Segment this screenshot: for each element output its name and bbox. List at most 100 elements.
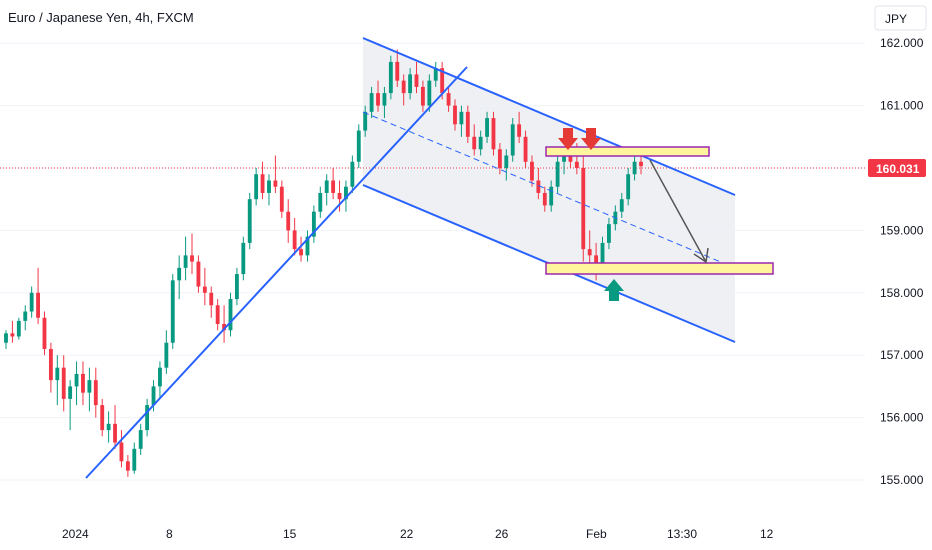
candle-body [639,161,643,167]
current-price-value: 160.031 [876,162,920,176]
x-tick-label: 12 [760,527,774,541]
projection-arrow-line [649,159,707,263]
candle-body [36,292,40,318]
candle-body [632,161,637,175]
currency-label: JPY [885,12,907,26]
candle-body [196,261,201,287]
candle-body [600,242,605,268]
candle-body [420,86,425,106]
candle-body [190,255,194,262]
time-axis: 2024 8 15 22 26 Feb 13:30 12 [62,527,774,541]
red-arrow-down-icon [558,128,578,150]
candle-body [183,255,188,268]
candle-body [279,186,284,212]
candle-body [446,93,451,106]
candle-body [23,311,28,321]
channel-midline [362,111,736,269]
candle-body [562,155,566,162]
candle-body [286,211,291,231]
candle-body [292,230,297,250]
channel-upper-line [362,37,736,196]
candle-body [376,93,380,106]
candle-body [344,186,348,200]
candle-body [594,255,599,268]
ascending-trendline [85,66,468,479]
candle-body [395,61,400,81]
candle-body [568,155,573,162]
candle-body [81,373,85,393]
support-zone [545,262,774,275]
candle-body [440,68,445,94]
candle-body [132,448,137,471]
candle-body [472,136,477,150]
x-tick-label: 13:30 [667,527,697,541]
candle-body [356,130,361,162]
candle-body [93,380,98,406]
candle-body [523,136,528,162]
candle-body [581,168,586,250]
candle-body [228,299,233,331]
candle-body [125,461,130,471]
current-price-badge [868,159,926,177]
candle-body [311,211,316,237]
y-tick-label: 156.000 [880,411,924,425]
candle-body [16,320,21,337]
candle-body [10,333,15,337]
y-tick-label: 158.000 [880,286,924,300]
candle-body [453,105,457,125]
candle-body [465,111,470,137]
candle-body [61,367,66,399]
candle-body [164,342,169,368]
candle-body [574,161,579,168]
candle-body [408,74,413,94]
candle-body [299,249,303,256]
y-tick-label: 157.000 [880,348,924,362]
candle-body [331,180,336,193]
candle-body [113,423,117,443]
candle-body [369,93,374,112]
candle-body [587,249,592,256]
candle-body [158,367,162,387]
resistance-zone [545,146,710,157]
candle-body [106,423,111,431]
candle-body [497,149,502,168]
candle-body [145,405,150,431]
candle-body [209,292,214,306]
candle-body [401,80,406,94]
red-arrow-down-icon [581,128,601,150]
x-tick-label: Feb [586,527,607,541]
candle-body [42,317,47,349]
candle-body [29,292,34,312]
candle-body [485,118,489,137]
candle-body [530,161,534,181]
candle-body [234,274,239,300]
y-tick-label: 161.000 [880,99,924,113]
y-tick-label: 159.000 [880,223,924,237]
y-tick-label: 162.000 [880,36,924,50]
candle-body [619,199,624,212]
candle-body [549,186,554,206]
candle-body [55,367,60,381]
candle-body [350,161,355,187]
candle-body [607,224,611,243]
currency-box[interactable] [874,5,927,31]
candle-body [504,155,509,168]
candle-body [4,333,8,343]
candle-body [542,192,547,206]
candle-body [626,174,631,200]
candle-body [247,199,252,243]
projection-arrow-head [693,247,709,264]
x-tick-label: 15 [283,527,297,541]
candle-body [318,192,323,212]
candle-body [491,118,496,150]
candle-body [177,267,182,281]
chart-title: Euro / Japanese Yen, 4h, FXCM [8,10,194,25]
candle-body [151,386,156,406]
candle-body [68,386,73,399]
candle-body [170,280,175,343]
candle-body [363,111,368,131]
candle-body [459,111,464,125]
candle-body [382,93,387,106]
candle-body [48,348,53,381]
